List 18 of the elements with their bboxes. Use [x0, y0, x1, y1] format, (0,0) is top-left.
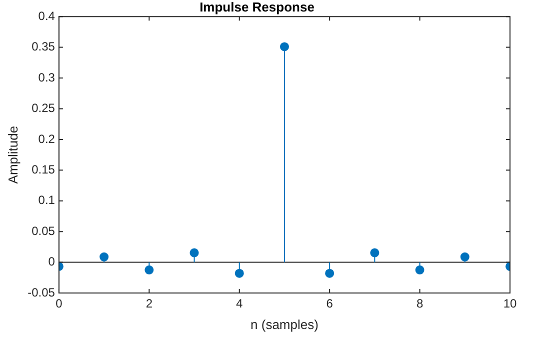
y-tick-label: 0.1 [38, 193, 56, 208]
y-tick-label: -0.05 [28, 285, 56, 300]
y-tick-label: 0.05 [32, 224, 56, 238]
x-tick-label: 2 [146, 296, 153, 311]
y-tick-label: 0 [48, 254, 56, 269]
y-tick-label: 0.4 [38, 8, 56, 23]
y-tick-label: 0.15 [32, 162, 56, 176]
y-tick-label: 0.2 [38, 132, 56, 146]
x-tick-label: 6 [326, 296, 334, 311]
x-tick-label: 4 [236, 296, 244, 311]
y-axis-title: Amplitude [5, 126, 20, 184]
x-tick-label: 10 [503, 296, 517, 311]
y-tick-label: 0.35 [32, 40, 56, 54]
x-axis-title: n (samples) [250, 316, 318, 332]
y-tick-label: 0.3 [38, 70, 56, 84]
x-tick-label: 8 [416, 296, 424, 311]
y-tick-label: 0.25 [32, 101, 56, 116]
chart-title: Impulse Response [200, 0, 314, 14]
